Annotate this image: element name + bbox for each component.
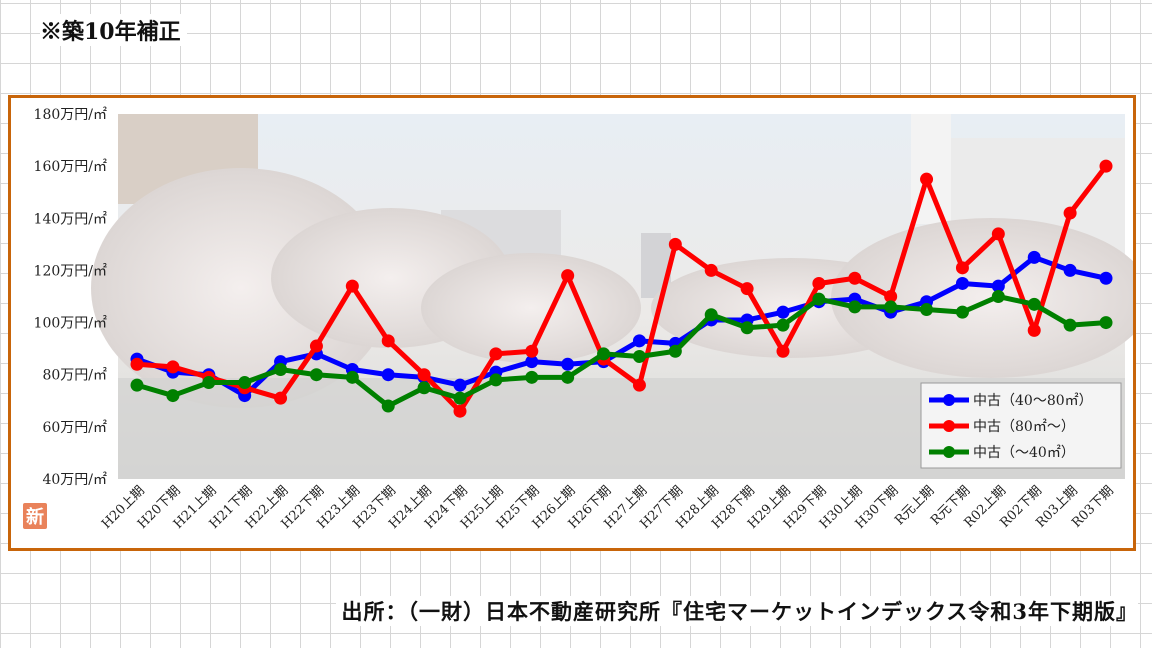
data-point: [1063, 318, 1077, 332]
data-point: [166, 389, 180, 403]
x-axis-labels: H20上期H20下期H21上期H21下期H22上期H22下期H23上期H23下期…: [99, 483, 1117, 532]
legend-swatch-marker: [943, 420, 955, 432]
data-point: [561, 269, 575, 283]
data-point: [130, 378, 144, 392]
y-tick-label: 100万円/㎡: [34, 316, 107, 332]
data-point: [632, 334, 646, 348]
y-tick-label: 40万円/㎡: [42, 472, 107, 488]
data-point: [884, 290, 898, 303]
data-point: [1099, 316, 1113, 330]
data-point: [130, 357, 144, 371]
data-point: [812, 292, 826, 306]
new-badge: 新: [23, 503, 47, 529]
data-point: [955, 276, 969, 290]
data-point: [453, 404, 467, 418]
data-point: [453, 391, 467, 405]
data-point: [525, 355, 539, 369]
data-point: [812, 276, 826, 290]
data-point: [776, 305, 790, 319]
source-citation: 出所：（一財）日本不動産研究所『住宅マーケットインデックス令和3年下期版』: [335, 596, 1138, 626]
data-point: [884, 300, 898, 314]
y-tick-label: 60万円/㎡: [42, 420, 107, 436]
data-point: [561, 370, 575, 384]
data-point: [704, 308, 718, 322]
legend-label: 中古（80㎡～）: [973, 419, 1075, 435]
data-point: [776, 344, 790, 358]
data-point: [920, 303, 934, 317]
data-point: [848, 271, 862, 285]
data-point: [309, 368, 323, 382]
series-line-3: [134, 294, 1109, 409]
data-point: [381, 399, 395, 413]
data-point: [274, 391, 288, 405]
data-point: [166, 360, 180, 374]
y-tick-label: 80万円/㎡: [42, 368, 107, 384]
data-point: [991, 290, 1005, 303]
series-line-1: [134, 254, 1109, 399]
cherry-blossom-background: [91, 114, 1151, 479]
data-point: [274, 363, 288, 376]
data-point: [955, 305, 969, 319]
data-point: [1027, 297, 1041, 311]
data-point: [668, 344, 682, 358]
data-point: [740, 282, 754, 296]
data-point: [417, 381, 431, 395]
data-point: [345, 279, 359, 293]
data-point: [525, 370, 539, 384]
data-point: [417, 368, 431, 382]
data-point: [238, 376, 252, 390]
data-point: [991, 279, 1005, 293]
note-title: ※築10年補正: [40, 14, 187, 46]
data-point: [776, 318, 790, 332]
data-point: [1063, 206, 1077, 220]
data-point: [381, 368, 395, 382]
legend-label: 中古（～40㎡）: [973, 445, 1075, 461]
data-point: [345, 370, 359, 384]
data-point: [1063, 263, 1077, 277]
data-point: [1099, 271, 1113, 285]
data-point: [1099, 159, 1113, 173]
data-point: [704, 263, 718, 277]
y-tick-label: 140万円/㎡: [34, 211, 107, 227]
data-point: [202, 376, 216, 390]
series-layer: [130, 159, 1113, 418]
line-chart: 180万円/㎡ 160万円/㎡ 140万円/㎡ 120万円/㎡ 100万円/㎡ 80万円/…: [23, 107, 1151, 532]
legend-label: 中古（40～80㎡）: [973, 393, 1093, 409]
data-point: [381, 334, 395, 348]
data-point: [489, 347, 503, 361]
data-point: [525, 344, 539, 358]
y-axis-labels: 180万円/㎡ 160万円/㎡ 140万円/㎡ 120万円/㎡ 100万円/㎡ 80万円/…: [34, 107, 107, 488]
chart-frame: 180万円/㎡ 160万円/㎡ 140万円/㎡ 120万円/㎡ 100万円/㎡ 80万円/…: [8, 95, 1151, 551]
data-point: [1027, 250, 1041, 264]
legend-swatch-marker: [943, 446, 955, 458]
svg-text:新: 新: [26, 506, 44, 528]
data-point: [1027, 323, 1041, 337]
data-point: [489, 373, 503, 387]
data-point: [740, 321, 754, 335]
data-point: [632, 378, 646, 392]
data-point: [920, 172, 934, 186]
data-point: [955, 261, 969, 275]
y-tick-label: 160万円/㎡: [34, 159, 107, 175]
y-tick-label: 180万円/㎡: [34, 107, 107, 123]
data-point: [668, 237, 682, 251]
legend-swatch-marker: [943, 394, 955, 406]
data-point: [309, 339, 323, 353]
data-point: [561, 357, 575, 371]
legend: 中古（40～80㎡） 中古（80㎡～） 中古（～40㎡）: [920, 382, 1122, 469]
data-point: [848, 300, 862, 314]
data-point: [453, 378, 467, 392]
data-point: [632, 349, 646, 363]
y-tick-label: 120万円/㎡: [34, 263, 107, 279]
data-point: [991, 227, 1005, 241]
data-point: [597, 347, 611, 361]
